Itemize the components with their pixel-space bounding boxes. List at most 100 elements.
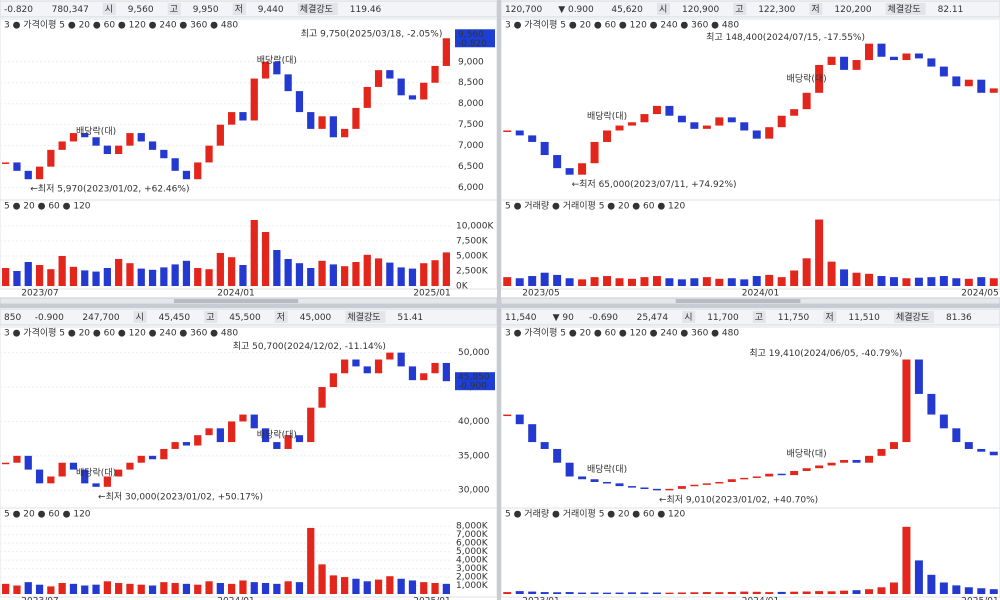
volume-bar [590,277,599,286]
candle-body [363,86,371,108]
candle-body [702,125,711,129]
candle-body [964,442,973,449]
candle-body [341,128,349,138]
candle-body [777,115,786,128]
header-label-box [733,3,747,15]
header-label: 저 [277,312,285,323]
price-legend: 3 ● 가격이평 5 ● 20 ● 60 ● 120 ● 240 ● 360 ●… [4,19,238,31]
high-annotation: 최고 9,750(2025/03/18, -2.05%) [301,29,443,40]
candle-body [171,442,179,449]
volume-bar [397,267,405,286]
header-label: 체결강도 [300,4,333,15]
y-tick-label: 4,000K [456,556,489,566]
header-value: 45,000 [300,313,332,323]
price-box-text: 45,850 [458,373,490,383]
volume-bar [939,582,948,594]
column-divider [497,0,501,600]
header-label: 체결강도 [888,4,921,15]
price-box-text: 9,560 [458,30,484,40]
scroll-thumb[interactable] [675,299,801,303]
y-tick-label: 7,000K [456,530,489,540]
header-label: 시 [136,312,144,323]
header-value: 51.41 [397,313,423,323]
volume-bar [341,577,349,594]
header-value: 120,700 [505,5,542,15]
candle-body [603,481,612,484]
price-area [500,18,1000,201]
candle-body [865,455,874,463]
candle-body [205,428,213,436]
candle-body [295,91,304,113]
volume-bar [318,564,326,594]
header-value: ▼ 0.900 [558,5,594,15]
header-value: 120,200 [834,5,871,15]
volume-bar [927,277,936,286]
candle-body [92,137,100,146]
y-tick-label: 30,000 [458,486,490,496]
low-annotation: ←최저 30,000(2023/01/02, +50.17%) [98,491,263,502]
x-tick-label: 2024/01 [742,289,779,299]
candle-body [977,448,986,452]
volume-bar [341,266,349,286]
candle-body [318,387,326,408]
candle-body [295,435,304,443]
volume-bar [565,592,574,594]
volume-bar [307,268,315,286]
event-marker: 배당락(대) [257,54,297,66]
volume-legend: 5 ● 거래량 ● 거래이평 5 ● 20 ● 60 ● 120 [505,200,686,212]
header-label: 시 [659,4,667,15]
volume-bar [652,592,661,594]
volume-bar [665,592,674,594]
volume-bar [802,591,811,594]
volume-bar [528,276,537,286]
volume-bar [126,583,134,594]
candle-body [852,60,861,70]
header-label-box [657,3,670,15]
volume-bar [228,257,236,286]
header-value: -0.690 [589,313,618,323]
candle-body [715,481,724,484]
header-label-box [894,311,934,323]
candle-body [727,117,736,123]
volume-legend: 5 ● 거래량 ● 거래이평 5 ● 20 ● 60 ● 120 [505,508,686,520]
volume-bar [171,264,179,286]
candle-body [665,488,674,491]
volume-bar [603,276,612,286]
volume-bar [640,277,649,286]
event-marker: 배당락(대) [257,428,297,440]
price-box [455,29,495,48]
volume-bar [420,263,428,286]
header-value: 9,950 [193,5,219,15]
header-label-box [274,311,288,323]
scroll-thumb[interactable] [173,299,299,303]
header-value: -0.900 [35,313,64,323]
candle-body [777,473,786,476]
candle-body [640,114,649,123]
candle-body [250,414,258,429]
row-divider [0,304,1000,308]
volume-bar [103,268,111,286]
y-tick-label: 35,000 [458,451,490,461]
header-label: 고 [206,313,214,323]
candle-body [273,442,281,449]
volume-bar [889,582,898,594]
event-marker: 배당락(대) [76,466,116,478]
price-area [0,326,498,509]
candle-body [115,145,123,155]
candle-body [914,53,923,59]
volume-bar [765,592,774,594]
candle-body [329,116,337,138]
candle-body [815,465,824,469]
candle-body [603,130,612,142]
candle-body [284,74,292,92]
y-tick-label: 50,000 [458,348,490,358]
event-marker: 배당락(대) [587,110,627,122]
volume-bar [777,277,786,286]
volume-bar [295,263,304,286]
volume-bar [160,582,168,594]
candle-body [386,352,394,360]
volume-bar [420,582,428,594]
candle-body [877,448,886,456]
volume-bar [329,264,337,286]
y-tick-label: 5,000K [456,547,489,557]
